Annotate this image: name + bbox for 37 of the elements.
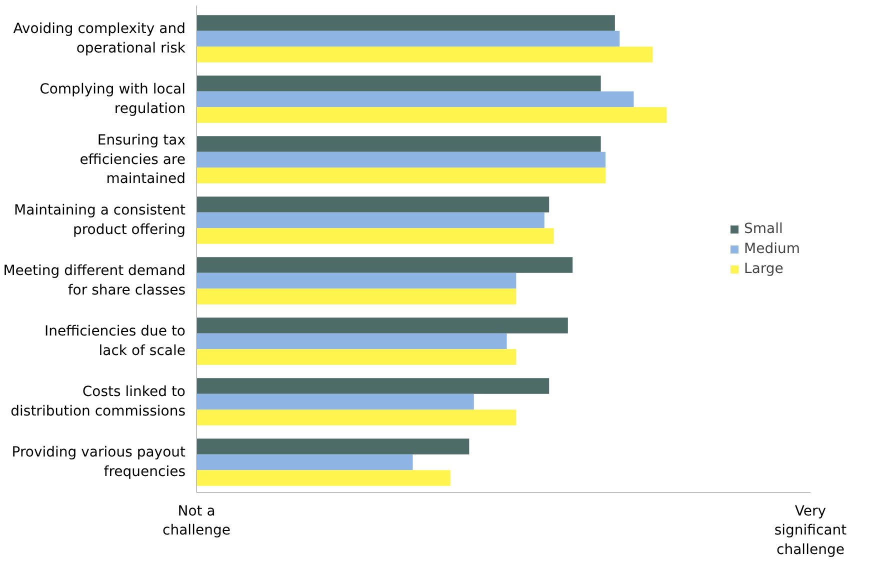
- bar: [196, 410, 516, 426]
- bar: [196, 168, 606, 184]
- bar: [196, 196, 550, 212]
- bar: [196, 288, 516, 304]
- text: Very significant challenge: [774, 504, 848, 558]
- bar: [196, 470, 450, 486]
- y-tick-label: Avoiding complexity and operational risk: [13, 21, 186, 56]
- y-tick-label: Maintaining a consistent product offering: [14, 202, 186, 238]
- y-tick-label: Complying with local regulation: [40, 82, 186, 117]
- bar: [196, 257, 573, 273]
- bar: [196, 136, 601, 152]
- bar: [196, 46, 653, 62]
- text: Not a challenge: [162, 504, 230, 539]
- legend-label: Small: [744, 220, 783, 236]
- bar: [196, 272, 516, 289]
- bar: [196, 212, 544, 228]
- bar: [196, 91, 634, 108]
- bar: [196, 152, 606, 168]
- legend-label: Large: [744, 260, 784, 276]
- y-tick-label: Inefficiencies due to lack of scale: [44, 324, 186, 359]
- bar: [196, 15, 615, 31]
- bar: [196, 394, 474, 410]
- bar: [196, 318, 568, 334]
- y-tick-label: Providing various payout frequencies: [12, 444, 186, 480]
- y-tick-label: Costs linked to distribution commissions: [10, 384, 186, 420]
- y-tick-label: Ensuring tax efficiencies are maintained: [80, 132, 186, 187]
- legend-label: Medium: [744, 240, 800, 256]
- bar: [196, 333, 507, 350]
- bar: [196, 349, 516, 365]
- bar: [196, 454, 413, 470]
- bar: [196, 228, 554, 244]
- bar: [196, 107, 667, 123]
- bar: [196, 378, 550, 394]
- bar: [196, 76, 601, 92]
- bar: [196, 438, 470, 454]
- bar: [196, 30, 620, 47]
- y-tick-label: Meeting different demand for share classes: [3, 263, 186, 298]
